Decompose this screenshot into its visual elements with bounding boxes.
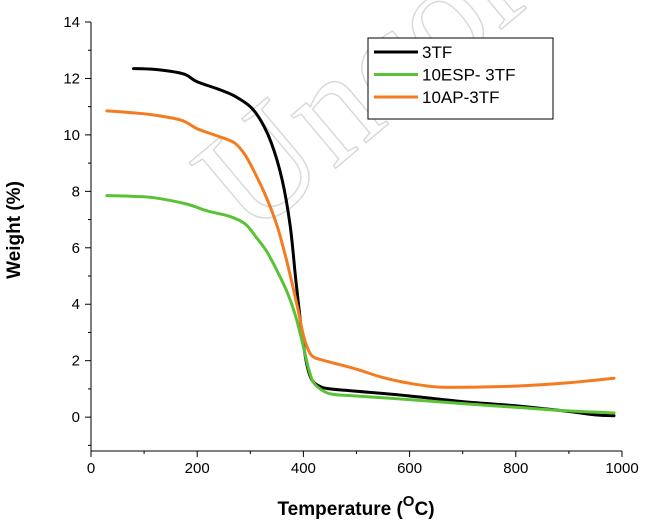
x-axis-title-sup: O xyxy=(403,493,415,510)
x-tick-label: 400 xyxy=(291,460,316,477)
legend-label-1: 3TF xyxy=(422,43,452,62)
y-tick-label: 14 xyxy=(63,14,80,31)
legend-label-2: 10ESP- 3TF xyxy=(422,66,516,85)
series-lines xyxy=(105,67,616,418)
series-line-3 xyxy=(105,109,616,389)
y-tick-label: 12 xyxy=(63,70,80,87)
legend-label-3: 10AP-3TF xyxy=(422,88,499,107)
x-tick-label: 200 xyxy=(185,460,210,477)
x-axis-title: Temperature (OC) xyxy=(277,493,434,520)
legend: 3TF 10ESP- 3TF 10AP-3TF xyxy=(367,37,554,120)
y-tick-label: 2 xyxy=(72,353,80,370)
x-tick-label: 800 xyxy=(503,460,528,477)
x-tick-label: 0 xyxy=(87,460,95,477)
y-tick-label: 10 xyxy=(63,127,80,144)
y-tick-label: 6 xyxy=(72,240,80,257)
x-tick-label: 600 xyxy=(397,460,422,477)
x-axis-title-main: Temperature ( xyxy=(277,499,403,520)
y-tick-label: 8 xyxy=(72,183,80,200)
series-line-2 xyxy=(105,194,616,415)
y-axis-title: Weight (%) xyxy=(4,181,25,279)
ticks: 0 200 400 600 800 1000 0 2 4 6 8 10 12 14 xyxy=(63,14,638,477)
x-axis-title-unit: C xyxy=(414,499,428,520)
y-tick-label: 0 xyxy=(72,409,80,426)
y-tick-label: 4 xyxy=(72,296,80,313)
series-line-1 xyxy=(132,67,616,418)
x-tick-label: 1000 xyxy=(605,460,638,477)
x-axis-title-close: ) xyxy=(428,499,434,520)
